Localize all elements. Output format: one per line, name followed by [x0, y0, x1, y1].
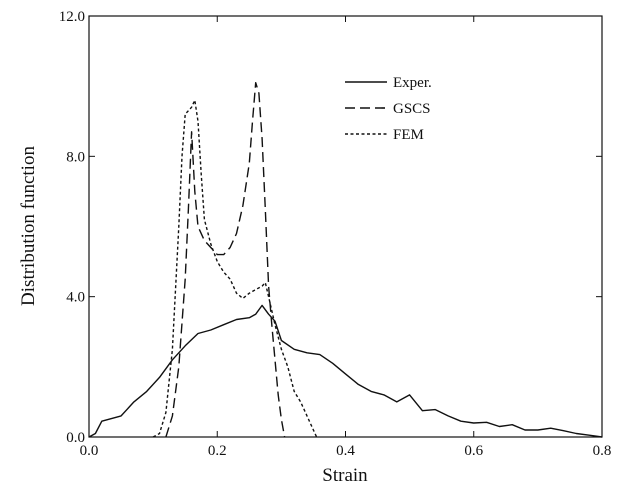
y-axis-title: Distribution function — [18, 146, 39, 306]
series-lines — [88, 82, 603, 438]
legend-label: Exper. — [393, 75, 432, 91]
series-line-exper — [88, 304, 603, 438]
x-tick-label: 0.0 — [80, 443, 99, 459]
series-line-fem — [152, 99, 318, 438]
series-line-gscs — [165, 82, 286, 438]
x-tick-label: 0.6 — [464, 443, 483, 459]
legend-label: GSCS — [393, 101, 431, 117]
legend-label: FEM — [393, 127, 424, 143]
x-axis-title: Strain — [322, 465, 368, 486]
y-tick-label: 4.0 — [66, 290, 85, 306]
y-tick-label: 12.0 — [59, 9, 85, 25]
y-tick-label: 8.0 — [66, 149, 85, 165]
x-tick-label: 0.8 — [593, 443, 612, 459]
x-tick-label: 0.4 — [336, 443, 355, 459]
x-tick-label: 0.2 — [208, 443, 227, 459]
legend: Exper. GSCS FEM — [345, 75, 432, 143]
y-tick-label: 0.0 — [66, 430, 85, 446]
axis-tick-labels: 0.0 0.2 0.4 0.6 0.8 0.0 4.0 8.0 12.0 — [59, 9, 612, 459]
